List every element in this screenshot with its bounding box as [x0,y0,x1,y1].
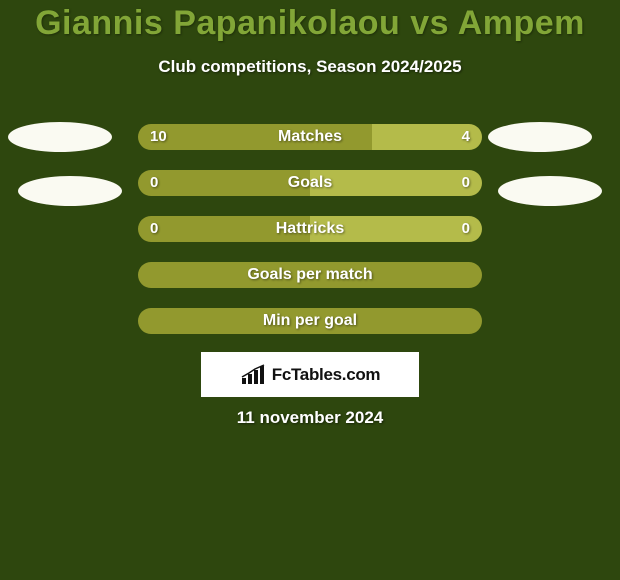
date-line: 11 november 2024 [0,408,620,428]
stat-bar-left [138,124,372,150]
stat-bar-left [138,216,310,242]
bar-chart-icon [240,364,266,386]
stat-value-left: 0 [150,170,158,196]
stat-value-left: 10 [150,124,167,150]
stat-bar-left [138,170,310,196]
stat-bar-right [310,170,482,196]
decorative-ellipse [498,176,602,206]
brand-text: FcTables.com [272,365,381,385]
page-title: Giannis Papanikolaou vs Ampem [0,0,620,43]
stat-value-right: 0 [462,170,470,196]
comparison-chart: Matches104Goals00Hattricks00Goals per ma… [138,124,482,354]
stat-value-left: 0 [150,216,158,242]
stat-row: Goals00 [138,170,482,196]
stat-row: Min per goal [138,308,482,334]
stat-row: Goals per match [138,262,482,288]
comparison-infographic: Giannis Papanikolaou vs Ampem Club compe… [0,0,620,580]
stat-bar-left [138,262,482,288]
decorative-ellipse [488,122,592,152]
decorative-ellipse [18,176,122,206]
stat-bar-left [138,308,482,334]
stat-row: Matches104 [138,124,482,150]
stat-value-right: 4 [462,124,470,150]
page-subtitle: Club competitions, Season 2024/2025 [0,57,620,77]
brand-badge: FcTables.com [201,352,419,397]
stat-bar-right [310,216,482,242]
stat-row: Hattricks00 [138,216,482,242]
decorative-ellipse [8,122,112,152]
stat-value-right: 0 [462,216,470,242]
